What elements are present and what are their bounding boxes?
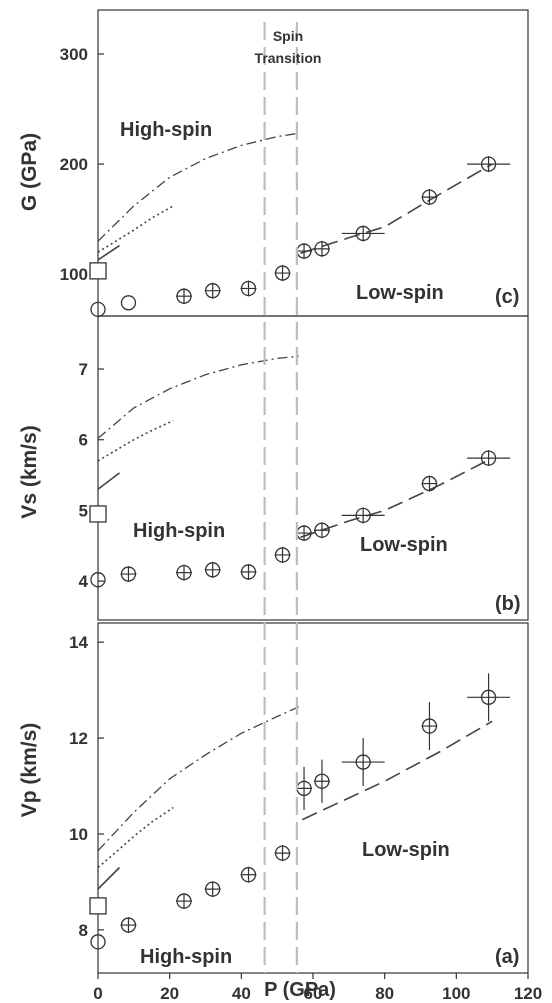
panel-c-high-spin-point — [240, 280, 257, 297]
panel-b-high-spin-point — [274, 547, 291, 563]
panel-b-high-spin-point — [120, 566, 137, 582]
panel-b-low-spin-point — [421, 475, 438, 492]
panel-a-dashdot-curve — [97, 706, 299, 852]
panel-a-y-tick-label: 14 — [69, 633, 88, 652]
panel-c-short-dash-curve — [97, 244, 120, 261]
panel-b-short-dash-curve — [97, 472, 120, 490]
panel-a-y-tick-label: 10 — [69, 825, 88, 844]
panel-b-low-spin-point — [480, 450, 497, 466]
x-axis-label: P (GPa) — [264, 979, 336, 1001]
panel-a-y-tick-label: 8 — [79, 921, 88, 940]
panel-a-frame — [97, 622, 529, 974]
panel-a-high-spin-point — [90, 934, 106, 950]
panel-a-high-spin-point — [240, 867, 257, 883]
panel-a-low-spin-point — [421, 718, 438, 734]
panel-a-reference-square — [89, 897, 107, 915]
panel-a-high-spin-point — [274, 845, 291, 861]
panel-a-low-spin-label: Low-spin — [362, 839, 450, 861]
panel-c-dotted-curve — [97, 205, 174, 253]
panel-a-ylabel: Vp (km/s) — [18, 723, 41, 818]
x-axis-tick-label: 40 — [232, 984, 251, 1003]
panel-c-dashdot-curve — [97, 132, 299, 242]
x-axis-tick-label: 60 — [304, 984, 323, 1003]
panel-c-high-spin-point — [176, 288, 192, 304]
x-axis-tick-label: 20 — [160, 984, 179, 1003]
panel-a-short-dash-curve — [97, 866, 121, 890]
panel-a-low-spin-point — [355, 754, 371, 770]
panel-b-y-tick-label: 5 — [79, 501, 88, 520]
panel-b-dashdot-curve — [97, 355, 299, 439]
panel-a-low-spin-point — [314, 773, 330, 789]
panel-b-y-tick-label: 7 — [79, 360, 88, 379]
x-axis-tick-label: 120 — [514, 984, 542, 1003]
panel-c-y-tick-label: 200 — [60, 155, 88, 174]
panel-a-high-spin-label: High-spin — [140, 946, 232, 968]
panel-c-low-spin-point — [355, 225, 371, 242]
panel-a-high-spin-point — [205, 881, 221, 897]
panel-b-dotted-curve — [97, 419, 174, 462]
panel-a-low-spin-point — [480, 689, 497, 705]
x-axis-tick-label: 100 — [442, 984, 470, 1003]
panel-c-y-tick-label: 100 — [60, 265, 88, 284]
panel-c-high-spin-label: High-spin — [120, 119, 212, 141]
plot-layer: 100 200 300 4 5 6 7 8 10 12 14 0 20 40 60 80 100 120 — [60, 9, 542, 1003]
panel-c-high-spin-point — [120, 295, 137, 311]
panel-b-reference-square — [89, 505, 107, 523]
panel-b-label: (b) — [495, 593, 521, 615]
x-axis-tick-label: 0 — [93, 984, 102, 1003]
panel-c-high-spin-point — [205, 283, 221, 299]
panel-b-y-tick-label: 4 — [79, 572, 89, 591]
panel-c-low-spin-point — [480, 156, 497, 172]
panel-b-frame — [97, 315, 529, 621]
panel-c-y-tick-label: 300 — [60, 45, 88, 64]
panel-a-y-tick-label: 12 — [69, 729, 88, 748]
spin-transition-label-line1: Spin — [273, 28, 303, 44]
panel-b-high-spin-point — [176, 564, 192, 581]
panel-b-low-spin-point — [314, 522, 330, 538]
panel-a-label: (a) — [495, 946, 519, 968]
panel-a-high-spin-point — [176, 893, 192, 909]
panel-c-low-spin-point — [421, 189, 438, 205]
panel-b-low-spin-label: Low-spin — [360, 534, 448, 556]
panel-c-low-spin-point — [314, 241, 330, 257]
panel-b-low-spin-point — [355, 507, 371, 524]
panel-c-reference-square — [89, 262, 107, 280]
panel-b-y-tick-label: 6 — [79, 431, 88, 450]
panel-c-ylabel: G (GPa) — [18, 133, 41, 211]
panel-b-ylabel: Vs (km/s) — [18, 425, 41, 518]
panel-a-dotted-curve — [97, 806, 174, 869]
panel-b-low-spin-dash-curve — [300, 457, 493, 539]
x-axis-tick-label: 80 — [375, 984, 394, 1003]
panel-c-low-spin-label: Low-spin — [356, 282, 444, 304]
panel-b-high-spin-point — [205, 562, 221, 578]
spin-transition-label-line2: Transition — [255, 50, 322, 66]
panel-b-high-spin-label: High-spin — [133, 520, 225, 542]
panel-c-high-spin-point — [274, 265, 291, 281]
panel-b-high-spin-point — [240, 564, 257, 580]
panel-b-high-spin-point — [90, 572, 106, 588]
panel-a-low-spin-dash-curve — [301, 720, 493, 821]
panel-a-high-spin-point — [120, 917, 137, 933]
panel-c-label: (c) — [495, 286, 519, 308]
panel-c-low-spin-dash-curve — [300, 163, 493, 255]
